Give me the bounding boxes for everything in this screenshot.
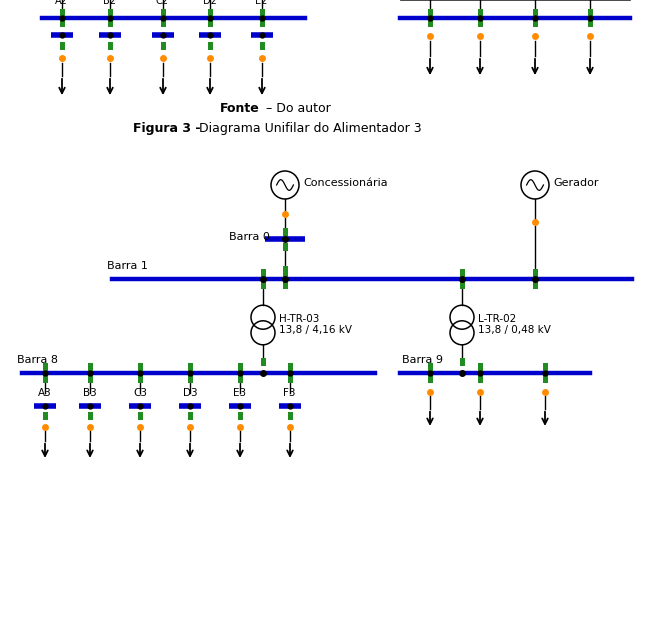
Bar [287, 375, 293, 383]
Text: E2: E2 [255, 0, 267, 6]
Text: Barra 0: Barra 0 [229, 232, 270, 242]
Bar [260, 9, 264, 17]
Bar [282, 266, 287, 274]
Text: Barra 8: Barra 8 [17, 355, 58, 365]
Bar [477, 363, 483, 371]
Bar [138, 363, 143, 371]
Bar [138, 412, 143, 420]
Bar [87, 412, 92, 420]
Bar [87, 363, 92, 371]
Bar [43, 375, 48, 383]
Bar [287, 412, 293, 420]
Text: L-TR-02: L-TR-02 [478, 314, 516, 324]
Text: Fonte: Fonte [220, 102, 260, 115]
Bar [428, 375, 433, 383]
Bar [477, 19, 483, 27]
Bar [160, 42, 165, 50]
Bar [459, 358, 464, 366]
Text: E3: E3 [233, 388, 246, 398]
Bar [43, 412, 48, 420]
Text: A2: A2 [55, 0, 68, 6]
Bar [459, 269, 464, 277]
Bar [477, 375, 483, 383]
Bar [59, 42, 65, 50]
Bar [587, 19, 592, 27]
Bar [238, 363, 242, 371]
Bar [282, 281, 287, 289]
Bar [428, 19, 433, 27]
Text: Gerador: Gerador [553, 178, 598, 188]
Text: C2: C2 [156, 0, 169, 6]
Bar [207, 19, 213, 27]
Bar [260, 19, 264, 27]
Text: A3: A3 [38, 388, 52, 398]
Bar [238, 412, 242, 420]
Bar [282, 243, 287, 251]
Bar [187, 375, 193, 383]
Text: B3: B3 [83, 388, 97, 398]
Bar [207, 9, 213, 17]
Bar [207, 42, 213, 50]
Bar [238, 375, 242, 383]
Bar [187, 412, 193, 420]
Bar [287, 363, 293, 371]
Bar [107, 42, 112, 50]
Bar [532, 269, 537, 277]
Bar [187, 363, 193, 371]
Bar [532, 19, 537, 27]
Bar [160, 9, 165, 17]
Bar [282, 228, 287, 236]
Text: H-TR-03: H-TR-03 [279, 314, 319, 324]
Text: Concessionária: Concessionária [303, 178, 388, 188]
Text: B2: B2 [103, 0, 116, 6]
Text: 13,8 / 4,16 kV: 13,8 / 4,16 kV [279, 325, 352, 335]
Text: 13,8 / 0,48 kV: 13,8 / 0,48 kV [478, 325, 551, 335]
Bar [532, 9, 537, 17]
Bar [260, 269, 266, 277]
Text: Barra 9: Barra 9 [402, 355, 443, 365]
Bar [532, 281, 537, 289]
Text: F3: F3 [283, 388, 295, 398]
Bar [59, 19, 65, 27]
Bar [428, 9, 433, 17]
Bar [260, 42, 264, 50]
Text: – Do autor: – Do autor [262, 102, 331, 115]
Bar [543, 375, 548, 383]
Text: C3: C3 [133, 388, 147, 398]
Bar [428, 363, 433, 371]
Bar [59, 9, 65, 17]
Bar [107, 9, 112, 17]
Bar [543, 363, 548, 371]
Bar [107, 19, 112, 27]
Bar [87, 375, 92, 383]
Text: Barra 1: Barra 1 [107, 261, 148, 271]
Text: Figura 3 -: Figura 3 - [133, 122, 200, 135]
Bar [138, 375, 143, 383]
Bar [160, 19, 165, 27]
Bar [587, 9, 592, 17]
Bar [477, 9, 483, 17]
Text: D3: D3 [183, 388, 198, 398]
Text: Diagrama Unifilar do Alimentador 3: Diagrama Unifilar do Alimentador 3 [195, 122, 422, 135]
Bar [260, 281, 266, 289]
Bar [459, 281, 464, 289]
Text: D2: D2 [203, 0, 217, 6]
Bar [43, 363, 48, 371]
Bar [282, 269, 287, 277]
Bar [260, 358, 266, 366]
